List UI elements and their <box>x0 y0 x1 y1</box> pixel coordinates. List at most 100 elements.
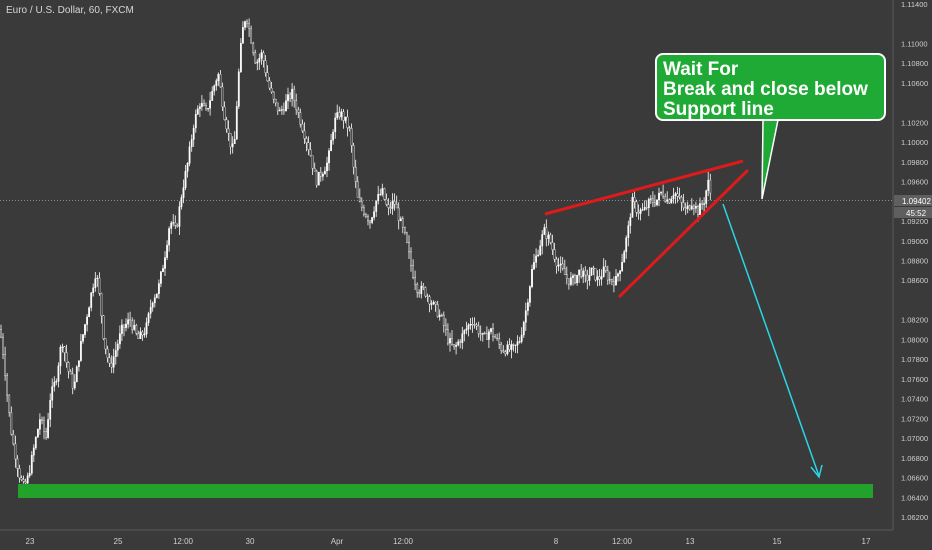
candle <box>256 59 259 71</box>
candle <box>404 226 406 235</box>
price-tick-label: 1.06200 <box>901 513 928 522</box>
candle <box>34 436 37 450</box>
price-axis[interactable]: 1.11400 1.11000 1.10800 1.10600 1.10200 1.100… <box>901 0 928 522</box>
candle <box>406 231 408 244</box>
candle <box>363 204 365 217</box>
candle <box>369 220 371 229</box>
candle <box>432 300 435 306</box>
candle <box>488 329 490 348</box>
candle <box>305 136 308 152</box>
candle <box>498 332 501 349</box>
candle <box>57 362 60 388</box>
candle <box>393 193 396 211</box>
candle <box>539 239 542 256</box>
candle <box>580 264 583 279</box>
candle <box>682 194 685 211</box>
price-tick-label: 1.09800 <box>901 158 928 167</box>
candle <box>438 309 441 321</box>
candle <box>315 169 318 188</box>
candle <box>92 283 95 297</box>
candle <box>127 312 130 329</box>
candle <box>594 268 597 282</box>
candle <box>268 77 271 91</box>
candle <box>486 326 488 340</box>
candle <box>391 193 394 215</box>
candle <box>656 199 658 207</box>
candle <box>467 323 470 337</box>
candle <box>47 412 50 439</box>
candle <box>623 249 626 263</box>
candle <box>617 272 619 282</box>
bar-countdown-label: 45:52 <box>906 209 927 218</box>
candle <box>401 216 404 234</box>
candle <box>30 451 33 476</box>
candle <box>32 444 35 462</box>
candle <box>94 272 97 292</box>
candle <box>463 329 466 342</box>
candle <box>473 317 476 329</box>
candle <box>416 282 419 298</box>
candle <box>266 65 269 82</box>
candle <box>639 207 642 221</box>
candle <box>461 326 464 350</box>
candle <box>358 188 361 203</box>
candle <box>510 340 513 359</box>
price-tick-label: 1.09000 <box>901 237 928 246</box>
candle <box>371 216 373 225</box>
candle <box>311 155 314 175</box>
candle <box>75 365 78 383</box>
candle <box>28 465 31 478</box>
candle <box>680 195 683 212</box>
price-tick-label: 1.09600 <box>901 178 928 187</box>
wedge-lower-trendline[interactable] <box>617 168 750 299</box>
candle <box>176 223 179 228</box>
candle <box>196 105 199 115</box>
candle <box>10 406 13 436</box>
candle <box>309 142 312 157</box>
candle <box>385 193 388 207</box>
candle <box>203 99 205 107</box>
time-axis[interactable]: 23 25 12:00 30 Apr 12:00 8 12:00 13 15 17 <box>26 537 871 546</box>
candle <box>174 215 177 229</box>
candle <box>319 167 322 182</box>
candle <box>342 109 345 129</box>
candle <box>41 416 43 425</box>
candle <box>180 194 183 210</box>
wedge-upper-trendline[interactable] <box>544 159 744 216</box>
candle <box>576 274 579 286</box>
candle <box>295 93 298 115</box>
candle <box>137 330 140 339</box>
candle <box>69 369 72 375</box>
candle <box>508 338 511 352</box>
candle <box>453 344 455 350</box>
candle <box>283 102 285 115</box>
annotation-callout[interactable]: Wait For Break and close below Support l… <box>655 53 886 121</box>
candle <box>213 84 216 96</box>
candle <box>322 171 324 181</box>
candle <box>512 343 515 352</box>
time-tick-label: Apr <box>331 537 344 546</box>
candle <box>303 122 306 144</box>
candle <box>336 104 339 120</box>
candle <box>479 325 482 341</box>
callout-line-1: Wait For <box>663 59 739 80</box>
price-tick-label: 1.10600 <box>901 79 928 88</box>
candle <box>611 278 613 286</box>
candle <box>389 201 392 214</box>
candle <box>598 269 601 286</box>
candle <box>338 106 341 120</box>
candle <box>387 198 390 216</box>
candle <box>184 165 187 191</box>
candle <box>155 293 158 299</box>
projection-arrow[interactable] <box>722 203 823 479</box>
candle <box>481 332 484 342</box>
candle <box>506 340 509 356</box>
candle <box>229 133 232 155</box>
candle <box>442 311 445 333</box>
candle <box>445 318 447 336</box>
candle <box>465 321 468 335</box>
candle <box>147 311 150 326</box>
candle <box>65 344 68 368</box>
candle <box>360 197 363 212</box>
candle <box>131 317 134 334</box>
